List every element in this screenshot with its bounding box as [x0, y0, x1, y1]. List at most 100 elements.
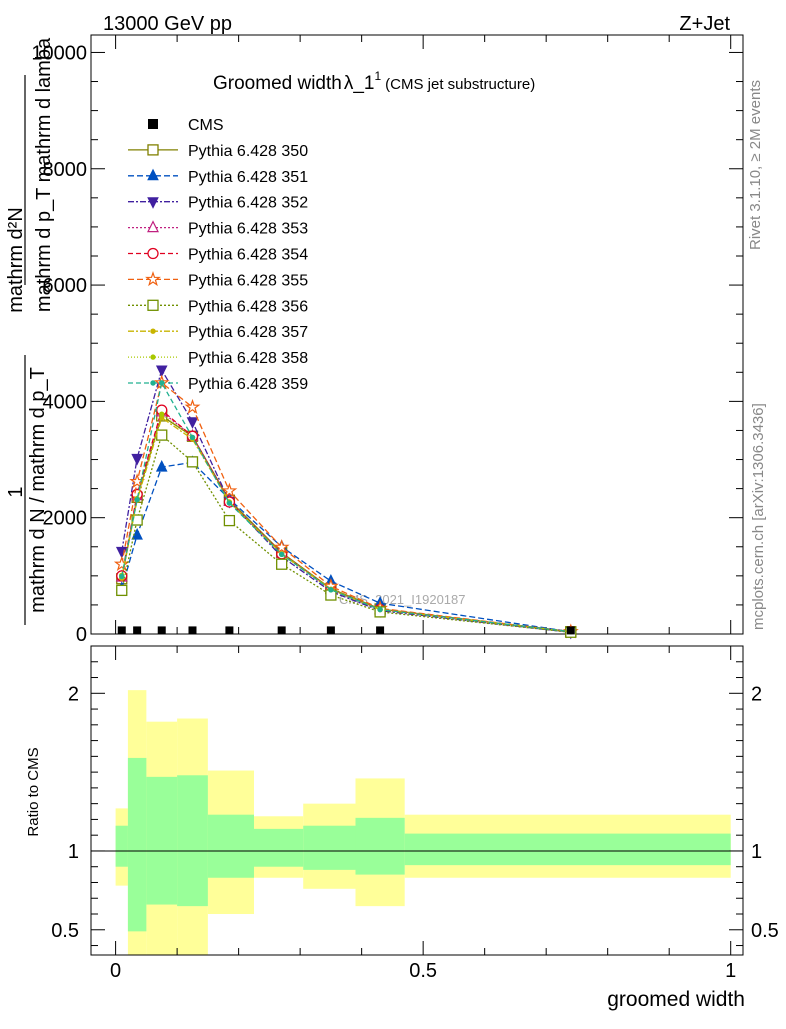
x-tick-label: 0.5: [409, 960, 437, 982]
legend-label: Pythia 6.428 358: [188, 350, 308, 367]
legend-label: CMS: [188, 117, 224, 134]
legend-label: Pythia 6.428 353: [188, 221, 308, 238]
uncertainty-band-inner: [115, 757, 731, 932]
legend-item: Pythia 6.428 357: [128, 324, 308, 341]
ratio-tick-label: 1: [68, 841, 79, 863]
series-point: [186, 417, 199, 429]
series-point: [223, 514, 236, 527]
series-point: [134, 496, 140, 503]
series-point: [131, 453, 143, 466]
band-bin: [146, 776, 178, 905]
legend-marker: [148, 119, 158, 129]
series-6: [116, 429, 577, 638]
band-bin: [127, 757, 147, 932]
legend-item: Pythia 6.428 354: [128, 247, 308, 264]
header-right: Z+Jet: [679, 13, 730, 35]
band-bin: [303, 825, 356, 870]
legend-marker: [147, 144, 159, 156]
legend-item: Pythia 6.428 350: [128, 143, 308, 160]
band-bin: [355, 817, 405, 875]
legend-marker: [147, 247, 159, 260]
chart-title: Groomed width λ_11 (CMS jet substructure): [213, 69, 535, 94]
series-point: [221, 482, 238, 498]
cms-point: [277, 626, 286, 635]
legend-item: Pythia 6.428 353: [128, 220, 308, 238]
legend-item: Pythia 6.428 356: [128, 298, 308, 315]
legend-item: Pythia 6.428 359: [128, 376, 308, 393]
legend-marker: [150, 328, 156, 334]
series-point: [377, 606, 383, 613]
series-1: [115, 455, 577, 637]
series-point: [276, 558, 288, 570]
y-tick-label: 2000: [43, 508, 88, 530]
ylabel-one: 1: [5, 486, 27, 497]
series-point: [328, 587, 334, 593]
side-label-rivet: Rivet 3.1.10, ≥ 2M events: [747, 80, 764, 250]
chart-title-main: Groomed width: [213, 73, 342, 94]
band-bin: [115, 825, 128, 867]
series-line: [121, 433, 571, 633]
ylabel-denominator: mathrm d p_T mathrm d lamba: [33, 37, 55, 312]
legend-item: Pythia 6.428 352: [128, 195, 308, 212]
cms-point: [133, 626, 142, 635]
legend-marker: [147, 220, 159, 233]
ratio-tick-label: 0.5: [51, 920, 79, 942]
legend-marker: [147, 197, 159, 209]
legend-label: Pythia 6.428 354: [188, 247, 308, 264]
series-point: [131, 514, 143, 526]
lower-ylabel: Ratio to CMS: [25, 747, 42, 836]
band-bin: [254, 828, 304, 867]
legend-label: Pythia 6.428 357: [188, 324, 308, 341]
x-tick-label: 0: [110, 960, 121, 982]
legend-label: Pythia 6.428 359: [188, 376, 308, 393]
cms-point: [566, 626, 575, 635]
legend-label: Pythia 6.428 351: [188, 169, 308, 186]
legend-marker: [150, 380, 156, 386]
series-point: [273, 538, 290, 555]
legend: CMS Pythia 6.428 350 Pythia 6.428 351 Pythi…: [128, 117, 308, 393]
series-point: [155, 365, 168, 378]
y-tick-label: 8000: [43, 159, 88, 181]
y-tick-label: 0: [76, 624, 87, 646]
x-tick-label: 1: [725, 960, 736, 982]
series-point: [113, 555, 130, 572]
series-point: [186, 456, 199, 468]
side-label-mcplots: mcplots.cern.ch [arXiv:1306.3436]: [750, 403, 767, 630]
series-point: [156, 429, 168, 441]
series-line: [121, 368, 571, 633]
y-tick-label: 4000: [43, 391, 88, 413]
cms-point: [157, 626, 166, 635]
lower-frame: [90, 645, 744, 956]
cms-point: [326, 626, 335, 635]
chart-title-sup: 1: [374, 69, 381, 83]
chart-title-lambda: λ_1: [344, 73, 375, 94]
legend-label: Pythia 6.428 350: [188, 143, 308, 160]
legend-marker: [147, 168, 159, 181]
series-point: [155, 459, 168, 472]
ylabel-dn-dpt: mathrm d N / mathrm d p_T: [27, 367, 49, 613]
legend-item: Pythia 6.428 355: [128, 271, 308, 289]
legend-item: Pythia 6.428 358: [128, 350, 308, 367]
cms-points: [117, 626, 575, 635]
upper-ylabel: mathrm d²N mathrm d p_T mathrm d lamba 1…: [5, 37, 55, 625]
legend-item: Pythia 6.428 351: [128, 168, 308, 186]
legend-item-cms: CMS: [148, 117, 224, 134]
ratio-tick-label: 2: [68, 683, 79, 705]
band-bin: [404, 833, 731, 866]
upper-frame: [90, 34, 744, 635]
legend-label: Pythia 6.428 352: [188, 195, 308, 212]
y-tick-label: 10000: [31, 42, 87, 64]
series-point: [189, 434, 196, 441]
legend-marker: [145, 271, 161, 287]
series-point: [226, 500, 233, 506]
y-tick-label: 6000: [43, 275, 88, 297]
upper-panel: 0 2000 4000 6000 8000 10000: [31, 34, 744, 646]
x-axis-label: groomed width: [607, 988, 745, 1011]
series-point: [119, 573, 125, 580]
series-point: [184, 398, 201, 414]
ylabel-numerator: mathrm d²N: [5, 207, 27, 313]
legend-label: Pythia 6.428 355: [188, 272, 308, 289]
ratio-tick-label-right: 1: [751, 841, 762, 863]
chart-title-suffix: (CMS jet substructure): [385, 76, 535, 93]
